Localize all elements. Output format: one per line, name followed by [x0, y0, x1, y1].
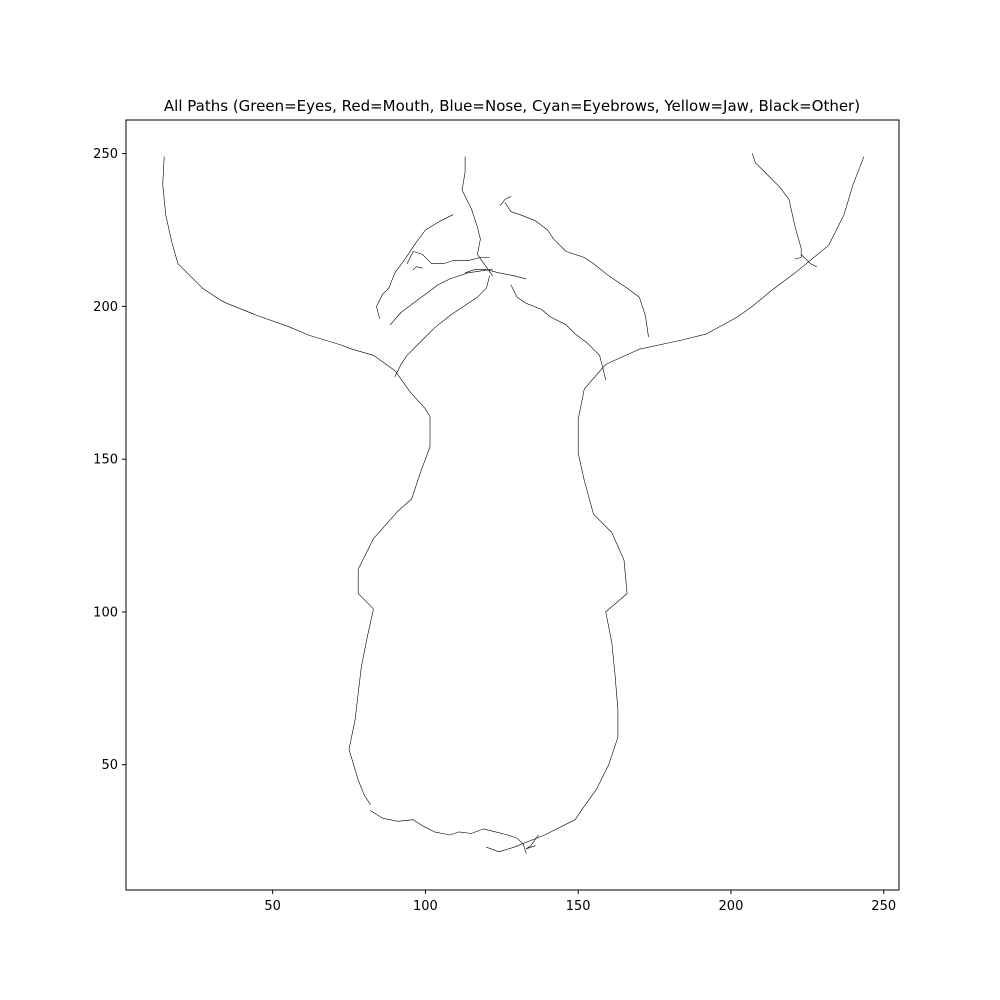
- path-line-1: [486, 156, 865, 853]
- chart-title: All Paths (Green=Eyes, Red=Mouth, Blue=N…: [164, 97, 860, 115]
- path-line-8: [389, 269, 493, 326]
- plot-frame: [125, 119, 900, 891]
- path-line-12: [394, 275, 490, 378]
- path-line-0: [162, 156, 431, 805]
- y-tick-label: 50: [101, 758, 118, 773]
- x-tick-label: 50: [264, 899, 281, 914]
- path-line-5: [499, 196, 512, 206]
- path-line-6: [504, 202, 649, 338]
- x-tick-label: 150: [566, 899, 591, 914]
- path-line-13: [510, 284, 607, 381]
- x-axis: 50 100 150 200 250: [264, 890, 896, 914]
- path-line-15: [800, 254, 817, 268]
- path-line-7: [376, 214, 454, 319]
- y-tick-label: 200: [93, 300, 118, 315]
- path-line-4: [461, 156, 493, 277]
- path-line-9: [406, 251, 490, 264]
- y-tick-label: 150: [93, 453, 118, 468]
- path-line-10: [412, 266, 423, 271]
- y-tick-label: 250: [93, 147, 118, 162]
- path-line-11: [464, 269, 527, 280]
- x-tick-label: 250: [871, 899, 896, 914]
- series-group: [162, 153, 865, 854]
- y-axis: 50 100 150 200 250: [93, 147, 126, 773]
- path-line-2: [370, 810, 527, 854]
- x-tick-label: 200: [719, 899, 744, 914]
- y-tick-label: 100: [93, 605, 118, 620]
- x-tick-label: 100: [413, 899, 438, 914]
- path-line-3: [525, 834, 539, 850]
